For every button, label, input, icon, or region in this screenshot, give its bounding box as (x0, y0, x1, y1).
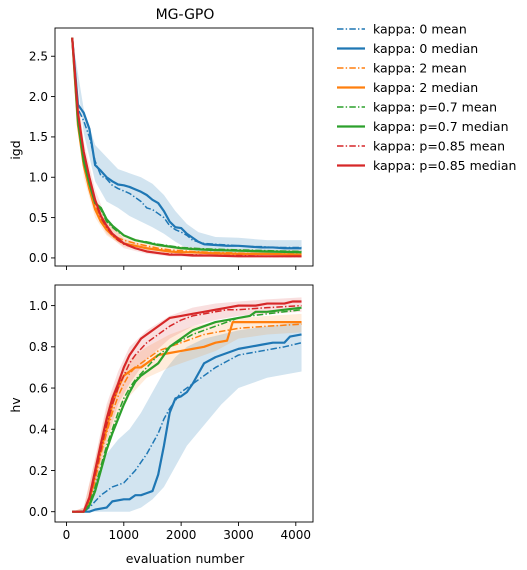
legend-label: kappa: 0 median (373, 41, 478, 56)
legend-label: kappa: p=0.85 mean (373, 139, 505, 154)
y-tick-label: 1.0 (29, 171, 48, 185)
series-line-kappa-2-median (71, 37, 302, 256)
spread-band-1-2 (72, 297, 302, 512)
plot-frame (54, 284, 314, 523)
plot-frame (54, 27, 314, 267)
series-line-kappa-p-0-85-median (72, 300, 302, 513)
legend-entry: kappa: p=0.85 mean (337, 139, 505, 154)
y-tick-label: 1.0 (29, 299, 48, 313)
y-tick-label: 0.0 (29, 251, 48, 265)
series-line-kappa-0-median (71, 37, 302, 250)
legend-label: kappa: p=0.85 median (373, 158, 516, 173)
legend-label: kappa: p=0.7 mean (373, 100, 497, 115)
series-line-kappa-p-0-7-median (71, 37, 302, 254)
hv-y-axis-label: hv (8, 397, 23, 413)
chart-title: MG-GPO (156, 7, 215, 23)
series-line-kappa-p-0-7-mean (72, 308, 302, 513)
legend-label: kappa: 2 median (373, 80, 478, 95)
series-line-kappa-0-mean (71, 37, 302, 249)
series-line-kappa-p-0-7-median (72, 306, 302, 513)
y-tick-label: 1.5 (29, 130, 48, 144)
legend-entry: kappa: 2 mean (337, 61, 467, 76)
legend-entry: kappa: p=0.85 median (337, 158, 516, 173)
y-tick-label: 2.5 (29, 50, 48, 64)
legend: kappa: 0 mean kappa: 0 median kappa: 2 mea… (337, 22, 516, 173)
igd-y-axis-label: igd (8, 140, 23, 159)
x-axis-label: evaluation number (126, 551, 245, 566)
series-line-kappa-p-0-85-median (71, 37, 302, 258)
hv-panel: 0 1000 2000 3000 4000 0.0 0.2 0.4 0.6 0.8 1.0 (29, 284, 314, 542)
legend-label: kappa: p=0.7 median (373, 119, 509, 134)
x-tick-label: 4000 (281, 528, 312, 542)
legend-label: kappa: 2 mean (373, 61, 467, 76)
y-tick-label: 2.0 (29, 90, 48, 104)
y-tick-label: 0.5 (29, 211, 48, 225)
series-line-kappa-0-median (72, 333, 302, 513)
legend-label: kappa: 0 mean (373, 22, 467, 37)
x-tick-label: 1000 (109, 528, 140, 542)
legend-entry: kappa: 0 mean (337, 22, 467, 37)
legend-entry: kappa: 0 median (337, 41, 478, 56)
series-line-kappa-0-mean (72, 341, 302, 513)
x-tick-label: 0 (63, 528, 71, 542)
spread-band-1-1 (72, 313, 302, 512)
y-tick-label: 0.8 (29, 340, 48, 354)
legend-entry: kappa: p=0.7 mean (337, 100, 497, 115)
spread-band-1-0 (72, 322, 302, 512)
spread-band-0-0 (72, 37, 302, 254)
x-tick-label: 3000 (223, 528, 254, 542)
igd-panel: 0.0 0.5 1.0 1.5 2.0 2.5 (29, 27, 314, 270)
legend-entry: kappa: 2 median (337, 80, 478, 95)
y-tick-label: 0.4 (29, 423, 48, 437)
legend-entry: kappa: p=0.7 median (337, 119, 509, 134)
y-tick-label: 0.0 (29, 505, 48, 519)
y-tick-label: 0.6 (29, 381, 48, 395)
series-line-kappa-2-mean (72, 323, 302, 513)
y-tick-label: 0.2 (29, 464, 48, 478)
x-tick-label: 2000 (166, 528, 197, 542)
